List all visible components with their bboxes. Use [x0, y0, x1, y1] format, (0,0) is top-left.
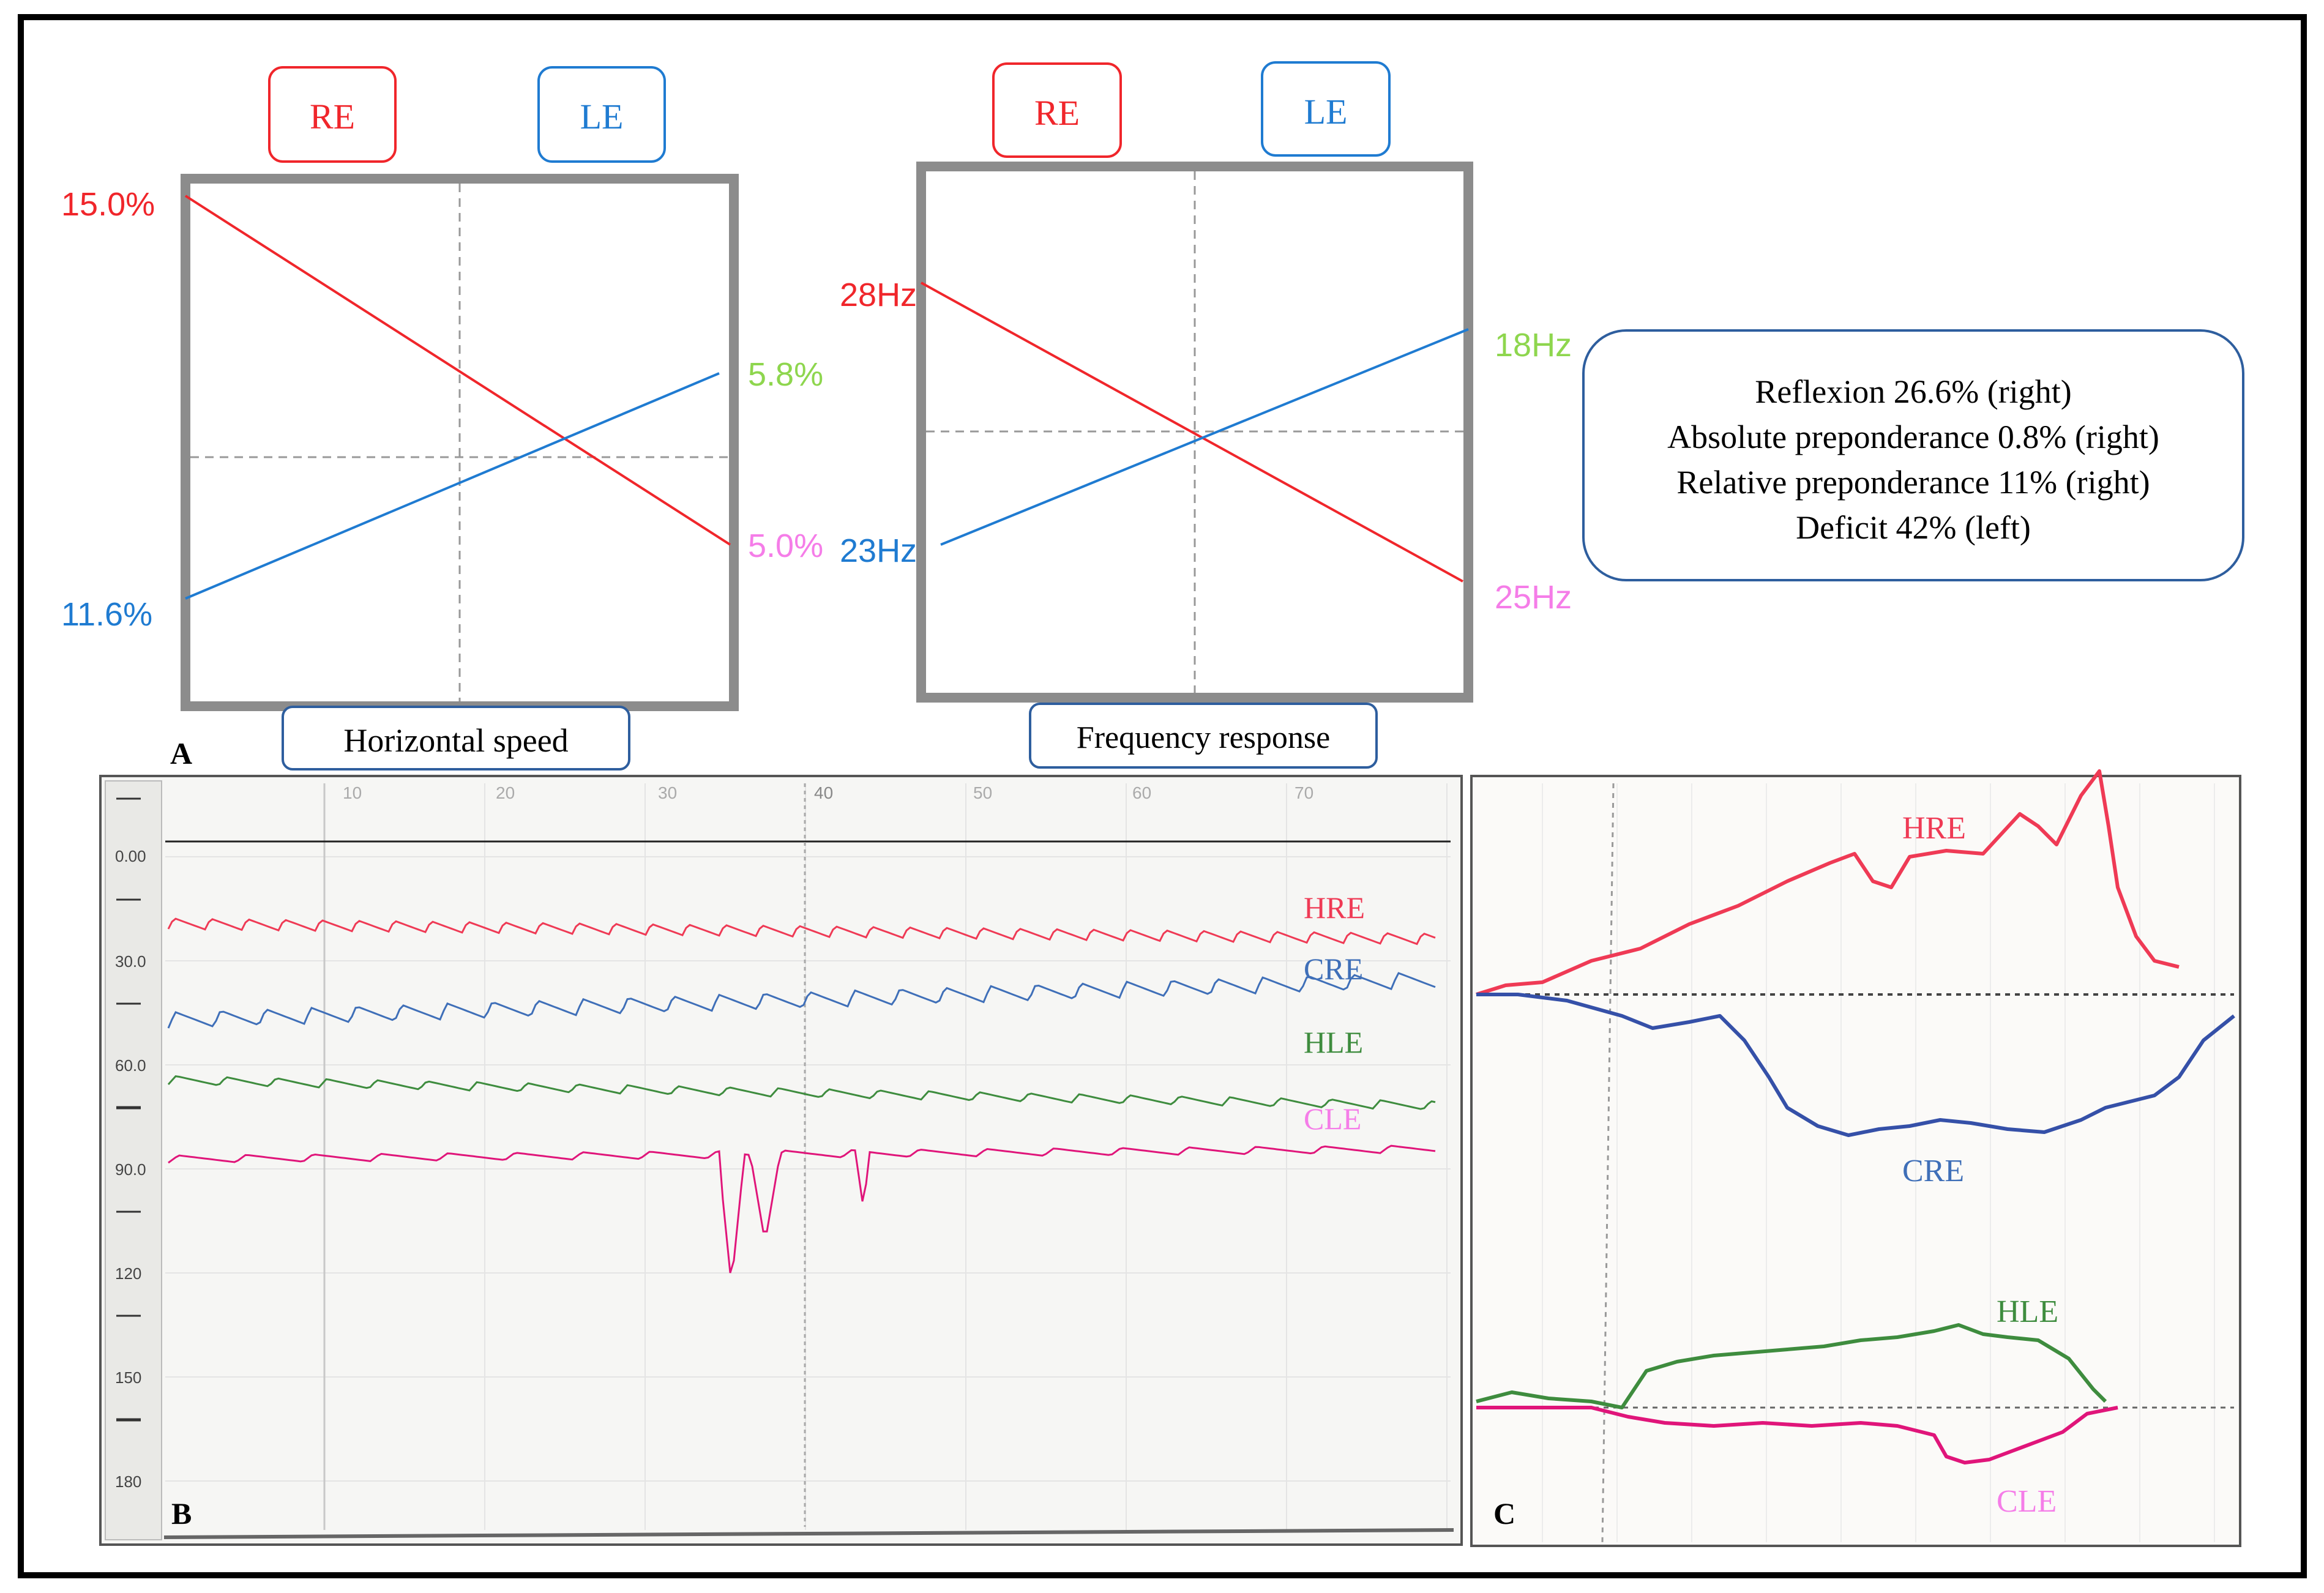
- y-tick-labels: 0.00 30.0 60.0 90.0 120 150 180: [115, 847, 146, 1491]
- le-box: [1261, 61, 1391, 157]
- trace-label-hle: HLE: [1997, 1294, 2058, 1329]
- summary-line: Reflexion 26.6% (right): [1755, 373, 2071, 410]
- y-tick-label: 90.0: [115, 1160, 146, 1179]
- x-tick-label: 20: [496, 783, 515, 802]
- le-box-label: LE: [580, 97, 624, 136]
- caption: Horizontal speed: [343, 722, 568, 759]
- chart-horizontal-speed: RE LE 15.0% 11.6% 5.8% 5.0% Horizontal s…: [61, 66, 823, 770]
- trace-cre: [167, 972, 1436, 1029]
- re-line: [184, 195, 731, 546]
- trace-label-cre: CRE: [1304, 952, 1363, 986]
- le-start-label: 11.6%: [61, 596, 152, 633]
- le-end-label: 5.8%: [748, 356, 823, 393]
- re-box: [268, 66, 397, 163]
- re-line: [921, 282, 1463, 583]
- summary-line: Absolute preponderance 0.8% (right): [1667, 419, 2159, 455]
- x-tick-labels: 10 20 30 40 50 60 70: [343, 783, 1313, 802]
- x-tick-label: 10: [343, 783, 362, 802]
- y-axis-strip: [105, 780, 162, 1540]
- trace-label-hre: HRE: [1304, 890, 1365, 925]
- caption: Frequency response: [1077, 720, 1330, 755]
- panel-c-label: C: [1493, 1496, 1515, 1531]
- x-tick-label: 70: [1295, 783, 1313, 802]
- y-tick-marks: [116, 797, 141, 1422]
- trace-cre: [1476, 993, 2235, 1137]
- summary-line: Relative preponderance 11% (right): [1676, 464, 2150, 501]
- summary-line: Deficit 42% (left): [1796, 509, 2031, 546]
- plot-frame: [181, 174, 739, 711]
- summary-box: Reflexion 26.6% (right) Absolute prepond…: [1582, 329, 2244, 581]
- caption-box: [282, 706, 630, 770]
- re-box-label: RE: [310, 97, 355, 136]
- panel-b-label: B: [171, 1496, 192, 1531]
- x-tick-label: 40: [814, 783, 833, 802]
- caption-box: [1029, 703, 1378, 769]
- trace-cle: [168, 1144, 1436, 1274]
- x-tick-label: 30: [658, 783, 677, 802]
- re-box-label: RE: [1034, 93, 1080, 133]
- trace-label-hre: HRE: [1902, 811, 1966, 846]
- y-tick-label: 60.0: [115, 1056, 146, 1075]
- re-start-label: 15.0%: [61, 186, 155, 223]
- chart-frequency-response: RE LE 28Hz 23Hz 18Hz 25Hz Frequency resp…: [840, 61, 1572, 769]
- trace-label-cre: CRE: [1902, 1154, 1964, 1188]
- re-end-label: 5.0%: [748, 528, 823, 564]
- trace-hre: [1476, 769, 2180, 996]
- re-start-label: 28Hz: [840, 277, 917, 313]
- trace-label-cle: CLE: [1997, 1484, 2057, 1519]
- panel-a-label: A: [170, 736, 192, 770]
- panel-b: 10 20 30 40 50 60 70 0.00 30.0 60.0 90.0…: [99, 775, 1463, 1546]
- le-line: [185, 372, 720, 600]
- trace-label-hle: HLE: [1304, 1025, 1363, 1059]
- summary-frame: [1582, 329, 2244, 581]
- y-tick-label: 30.0: [115, 952, 146, 971]
- re-end-label: 25Hz: [1495, 579, 1572, 616]
- le-start-label: 23Hz: [840, 532, 917, 569]
- trace-hre: [167, 917, 1436, 946]
- panel-b-frame: [99, 775, 1463, 1546]
- y-tick-label: 180: [115, 1472, 141, 1491]
- bottom-edge: [163, 1528, 1454, 1539]
- panel-c-frame: [1470, 775, 2241, 1547]
- y-tick-label: 0.00: [115, 847, 146, 865]
- le-box: [537, 66, 666, 163]
- trace-hle: [1476, 1323, 2107, 1409]
- le-box-label: LE: [1304, 92, 1348, 132]
- y-tick-label: 120: [115, 1264, 141, 1283]
- panel-c: HRE CRE HLE CLE: [1470, 769, 2241, 1547]
- x-tick-label: 60: [1132, 783, 1151, 802]
- y-tick-label: 150: [115, 1368, 141, 1387]
- outer-frame: [18, 14, 2307, 1578]
- le-line: [940, 328, 1469, 546]
- re-box: [992, 62, 1122, 158]
- trace-cle: [1476, 1406, 2118, 1464]
- le-end-label: 18Hz: [1495, 327, 1572, 364]
- x-tick-label: 50: [973, 783, 992, 802]
- trace-hle: [167, 1075, 1436, 1110]
- trace-label-cle: CLE: [1304, 1102, 1361, 1136]
